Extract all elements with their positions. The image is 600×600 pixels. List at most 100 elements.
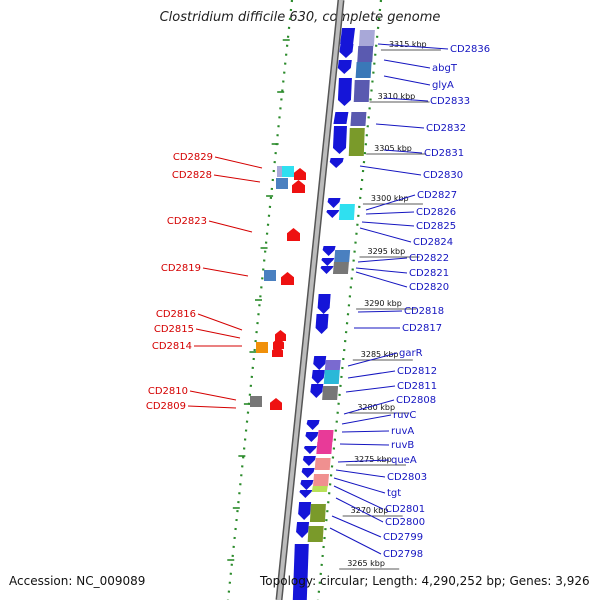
right-leader-line: [337, 459, 390, 463]
right-leader-line: [345, 385, 396, 393]
blue-gene-arrow: [298, 502, 312, 520]
topology-text: Topology: circular; Length: 4,290,252 bp…: [260, 574, 590, 588]
right-leader-line: [339, 443, 390, 446]
right-leader-line: [365, 211, 415, 215]
blue-gene-arrow: [320, 266, 334, 274]
blue-gene-arrow: [337, 60, 352, 74]
colored-gene-box: [317, 430, 334, 442]
left-colored-box: [282, 166, 294, 177]
kbp-tick-label: 3295 kbp: [367, 247, 405, 256]
right-leader-line: [377, 43, 449, 50]
right-leader-line: [333, 477, 386, 494]
right-gene-label: CD2827: [417, 190, 457, 201]
colored-gene-box: [309, 504, 326, 522]
kbp-tick-label: 3290 kbp: [364, 299, 402, 308]
right-leader-line: [383, 75, 431, 86]
blue-gene-arrow: [300, 480, 314, 490]
right-leader-line: [331, 515, 382, 538]
right-leader-line: [355, 271, 408, 288]
right-gene-label: CD2824: [413, 237, 453, 248]
left-gene-label: CD2810: [148, 386, 188, 397]
right-leader-line: [361, 221, 415, 227]
blue-gene-arrow: [301, 468, 315, 478]
colored-gene-box: [353, 80, 370, 102]
colored-gene-box: [311, 486, 328, 492]
kbp-tick-label: 3285 kbp: [361, 350, 399, 359]
left-gene-label: CD2828: [172, 170, 212, 181]
colored-gene-box: [332, 262, 349, 274]
left-leader-line: [197, 313, 243, 331]
blue-gene-arrow: [303, 446, 317, 454]
blue-gene-arrow: [306, 420, 320, 430]
blue-gene-arrow: [337, 78, 352, 106]
blue-gene-arrow: [296, 522, 310, 538]
colored-gene-box: [322, 386, 339, 400]
right-gene-label: CD2822: [409, 253, 449, 264]
colored-gene-box: [323, 370, 340, 384]
right-leader-line: [375, 123, 425, 129]
red-gene-arrow: [292, 180, 305, 193]
colored-gene-box: [350, 112, 367, 126]
right-leader-line: [359, 165, 422, 176]
right-gene-label: abgT: [432, 63, 458, 74]
right-leader-line: [347, 352, 398, 367]
right-leader-line: [347, 370, 396, 379]
red-gene-arrow: [275, 330, 286, 341]
right-gene-label: CD2831: [424, 148, 464, 159]
red-gene-arrow: [273, 338, 284, 349]
right-leader-line: [355, 267, 408, 274]
kbp-tick-label: 3305 kbp: [374, 144, 412, 153]
left-gene-label: CD2815: [154, 324, 194, 335]
colored-gene-box: [307, 526, 324, 542]
kbp-tick-label: 3275 kbp: [354, 455, 392, 464]
right-leader-line: [335, 469, 386, 478]
right-gene-label: queA: [391, 455, 417, 466]
right-gene-label: CD2836: [450, 44, 490, 55]
kbp-tick-label: 3270 kbp: [351, 506, 389, 515]
blue-gene-arrow: [327, 198, 341, 208]
right-gene-label: CD2826: [416, 207, 456, 218]
right-leader-line: [365, 194, 416, 211]
right-leader-line: [341, 430, 390, 433]
left-gene-label: CD2819: [161, 263, 201, 274]
right-leader-line: [341, 414, 392, 425]
right-gene-label: CD2832: [426, 123, 466, 134]
colored-gene-box: [338, 204, 355, 220]
right-leader-line: [359, 227, 412, 243]
left-gene-label: CD2829: [173, 152, 213, 163]
red-gene-arrow: [294, 168, 306, 180]
right-gene-label: CD2808: [396, 395, 436, 406]
colored-gene-box: [316, 442, 333, 454]
map-title: Clostridium difficile 630, complete geno…: [159, 10, 441, 25]
right-gene-label: garR: [399, 348, 423, 359]
red-gene-arrow: [281, 272, 294, 285]
left-gene-label: CD2816: [156, 309, 196, 320]
blue-gene-arrow: [302, 456, 316, 466]
blue-gene-arrow: [326, 210, 340, 218]
outer-left-dots: [226, 0, 294, 600]
blue-gene-arrow: [332, 126, 347, 154]
right-gene-label: CD2830: [423, 170, 463, 181]
blue-gene-arrow: [322, 246, 336, 256]
right-gene-label: CD2812: [397, 366, 437, 377]
kbp-tick-label: 3265 kbp: [347, 559, 385, 568]
left-leader-line: [187, 405, 237, 409]
right-leader-line: [335, 497, 384, 523]
right-gene-label: CD2800: [385, 517, 425, 528]
blue-gene-arrow: [299, 490, 313, 498]
blue-gene-arrow: [317, 294, 331, 314]
colored-gene-box: [358, 30, 375, 46]
red-gene-arrow: [287, 228, 300, 241]
colored-gene-box: [314, 458, 331, 470]
blue-gene-box: [292, 544, 309, 600]
left-colored-box: [264, 270, 276, 281]
right-gene-label: glyA: [432, 80, 454, 91]
left-colored-box: [276, 178, 288, 189]
red-gene-arrow: [272, 346, 283, 357]
right-gene-label: CD2801: [385, 504, 425, 515]
colored-gene-box: [348, 128, 365, 156]
blue-gene-arrow: [305, 432, 319, 442]
right-leader-line: [333, 485, 384, 510]
left-leader-line: [202, 267, 249, 277]
right-leader-line: [383, 59, 431, 69]
